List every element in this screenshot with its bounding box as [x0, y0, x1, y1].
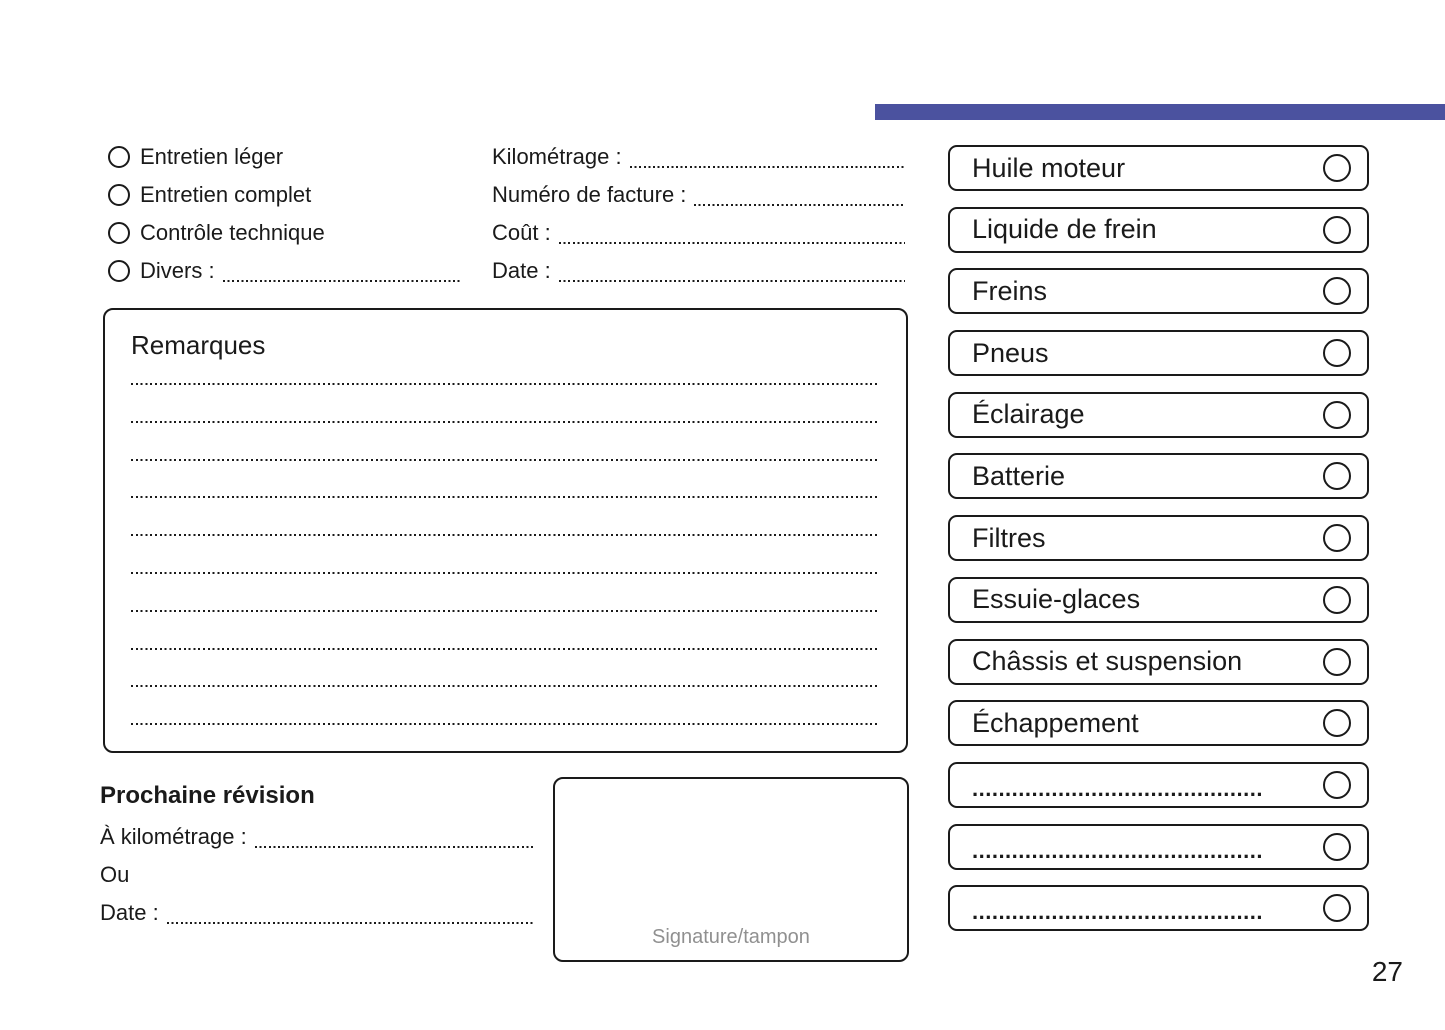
field-label: Kilométrage : [492, 144, 622, 169]
service-type-row: Entretien complet [108, 176, 462, 214]
remarks-box: Remarques [103, 308, 908, 753]
service-type-label: Entretien complet [140, 182, 312, 207]
remarks-line [131, 723, 879, 726]
radio-circle-icon [108, 260, 130, 282]
next-service-title: Prochaine révision [100, 782, 315, 809]
checklist-item-label: Éclairage [972, 399, 1085, 430]
invoice-field-row: Numéro de facture : [492, 176, 905, 214]
dotted-leader [222, 280, 462, 282]
field-label: À kilométrage : [100, 824, 247, 849]
check-circle-icon [1323, 709, 1351, 738]
signature-placeholder: Signature/tampon [652, 926, 810, 948]
remarks-line [131, 534, 879, 537]
check-circle-icon [1323, 215, 1351, 244]
radio-circle-icon [108, 184, 130, 206]
next-service-row: Ou [100, 856, 533, 894]
field-label: Ou [100, 862, 130, 887]
service-type-label: Entretien léger [140, 144, 284, 169]
dotted-leader [254, 846, 533, 848]
check-circle-icon [1323, 154, 1351, 182]
remarks-line [131, 685, 879, 688]
remarks-line [131, 458, 879, 461]
checklist-item-label: Filtres [972, 522, 1046, 553]
checklist-item-label: Essuie-glaces [972, 584, 1141, 615]
checklist-item: Batterie [948, 453, 1369, 500]
remarks-lines [131, 383, 879, 726]
next-service-row: À kilométrage : [100, 818, 533, 856]
check-circle-icon [1323, 832, 1351, 861]
checklist: Huile moteur Liquide de frein Freins Pne… [948, 145, 1369, 947]
accent-bar [875, 104, 1445, 120]
checklist-item-label: Pneus [972, 337, 1049, 368]
check-circle-icon [1323, 894, 1351, 923]
remarks-line [131, 420, 879, 423]
checklist-item: Châssis et suspension [948, 638, 1369, 685]
checklist-item: Échappement [948, 700, 1369, 747]
remarks-line [131, 647, 879, 650]
invoice-field-row: Coût : [492, 214, 905, 252]
check-circle-icon [1323, 770, 1351, 799]
check-circle-icon [1323, 400, 1351, 429]
checklist-item: Essuie-glaces [948, 576, 1369, 623]
remarks-title: Remarques [131, 330, 266, 360]
invoice-field-row: Date : [492, 252, 905, 290]
service-type-row: Entretien léger [108, 138, 462, 176]
checklist-item: Freins [948, 268, 1369, 315]
signature-box: Signature/tampon [553, 777, 909, 962]
remarks-line [131, 383, 879, 385]
dotted-leader [166, 922, 533, 924]
check-circle-icon [1323, 524, 1351, 553]
dotted-leader [629, 166, 905, 168]
next-service-field-list: À kilométrage : Ou Date : [100, 818, 533, 932]
invoice-field-list: Kilométrage : Numéro de facture : Coût :… [492, 138, 905, 290]
checklist-item-label: Châssis et suspension [972, 646, 1243, 676]
checklist-item-label: Freins [972, 275, 1048, 306]
service-type-list: Entretien léger Entretien complet Contrô… [108, 138, 462, 290]
field-label: Date : [100, 900, 159, 925]
checklist-item-label: Échappement [972, 707, 1139, 738]
service-type-row: Contrôle technique [108, 214, 462, 252]
checklist-item: ........................................… [948, 761, 1369, 808]
dotted-leader [694, 204, 905, 206]
radio-circle-icon [108, 222, 130, 244]
invoice-field-row: Kilométrage : [492, 138, 905, 176]
checklist-item-label: Liquide de frein [972, 214, 1157, 245]
next-service-row: Date : [100, 894, 533, 932]
checklist-item: Pneus [948, 330, 1369, 377]
next-service-section: Prochaine révision À kilométrage : Ou Da… [100, 774, 533, 932]
checklist-item: Liquide de frein [948, 206, 1369, 253]
check-circle-icon [1323, 462, 1351, 491]
checklist-item: Huile moteur [948, 145, 1369, 191]
dotted-leader [558, 242, 905, 244]
remarks-line [131, 609, 879, 612]
check-circle-icon [1323, 647, 1351, 676]
checklist-item-label: ........................................… [972, 899, 1263, 925]
service-type-row: Divers : [108, 252, 462, 290]
checklist-item: Éclairage [948, 391, 1369, 438]
checklist-item: Filtres [948, 515, 1369, 562]
checklist-item: ........................................… [948, 823, 1369, 870]
check-circle-icon [1323, 585, 1351, 614]
dotted-leader [558, 280, 905, 282]
service-type-label: Divers : [140, 258, 215, 283]
page-number: 27 [1371, 956, 1403, 987]
remarks-line [131, 496, 879, 499]
checklist-item-label: Batterie [972, 460, 1066, 491]
field-label: Coût : [492, 220, 551, 245]
checklist-item-label: Huile moteur [972, 152, 1126, 183]
check-circle-icon [1323, 277, 1351, 306]
checklist-item-label: ........................................… [972, 775, 1263, 801]
checklist-item: ........................................… [948, 885, 1369, 932]
check-circle-icon [1323, 339, 1351, 368]
radio-circle-icon [108, 146, 130, 168]
remarks-line [131, 571, 879, 574]
field-label: Date : [492, 258, 551, 283]
checklist-item-label: ........................................… [972, 837, 1263, 863]
service-type-label: Contrôle technique [140, 220, 325, 245]
field-label: Numéro de facture : [492, 182, 687, 207]
